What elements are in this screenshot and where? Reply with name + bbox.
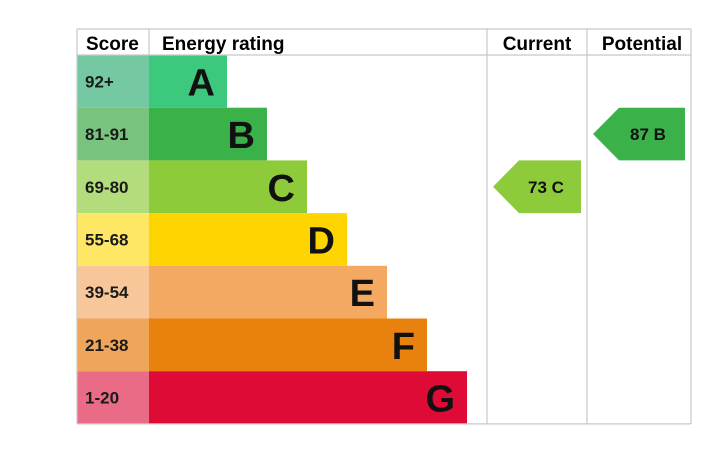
rating-bar-a [149, 55, 227, 108]
score-cell-b [77, 107, 149, 161]
rating-bar-f [149, 318, 427, 372]
rating-letter-g: G [425, 379, 455, 421]
score-range-d: 55-68 [85, 230, 128, 249]
score-cell-g [77, 371, 149, 424]
potential-rating-label: 87 B [630, 125, 666, 144]
potential-rating-arrow [593, 107, 685, 161]
score-cell-f [77, 318, 149, 372]
rating-bands: 92+ A 81-91 B 69-80 C 55-68 D 39-54 E 21-38 F 1-20 G [77, 55, 467, 424]
rating-letter-d: D [308, 220, 335, 262]
rating-bar-c [149, 160, 307, 214]
rating-bar-e [149, 265, 387, 319]
score-range-e: 39-54 [85, 283, 129, 302]
rating-bar-d [149, 213, 347, 266]
rating-arrows: 73 C 87 B [493, 107, 685, 214]
rating-letter-c: C [268, 168, 295, 210]
header-energy-rating: Energy rating [162, 34, 284, 55]
current-rating-label: 73 C [528, 178, 564, 197]
rating-letter-e: E [350, 273, 375, 315]
score-cell-c [77, 160, 149, 214]
current-rating-arrow [493, 160, 581, 214]
rating-letter-b: B [228, 115, 255, 157]
score-cell-e [77, 265, 149, 319]
table-grid [76, 28, 692, 425]
score-range-b: 81-91 [85, 125, 128, 144]
score-cell-a [77, 55, 149, 108]
score-range-a: 92+ [85, 72, 114, 91]
score-range-f: 21-38 [85, 336, 128, 355]
rating-letter-f: F [392, 326, 415, 368]
rating-letter-a: A [188, 62, 215, 104]
rating-bar-g [149, 371, 467, 424]
header-potential: Potential [602, 34, 682, 55]
header-score: Score [86, 34, 139, 55]
rating-bar-b [149, 107, 267, 161]
score-range-c: 69-80 [85, 178, 128, 197]
score-range-g: 1-20 [85, 389, 119, 408]
header-current: Current [503, 34, 572, 55]
score-cell-d [77, 213, 149, 266]
